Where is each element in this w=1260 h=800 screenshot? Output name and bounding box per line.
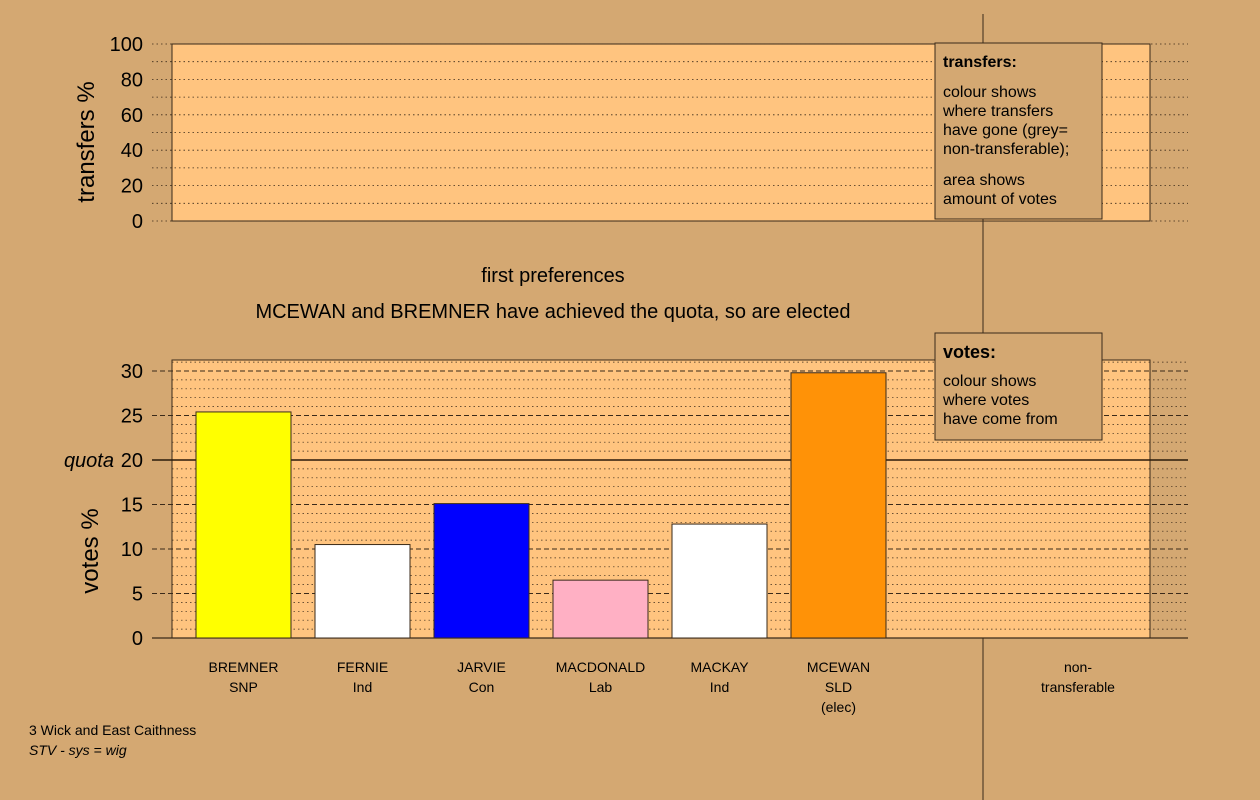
legend-line: have come from: [943, 411, 1058, 428]
votes-legend: votes: colour shows where votes have come …: [934, 332, 1103, 441]
y-tick-label: 80: [121, 69, 143, 91]
transfers-legend-title: transfers:: [943, 54, 1017, 71]
y-tick-label: 60: [121, 105, 143, 127]
candidate-name: MCEWAN: [807, 659, 870, 675]
status-text: MCEWAN and BREMNER have achieved the quo…: [255, 301, 850, 323]
bar-macdonald: [552, 579, 649, 639]
candidate-party: Ind: [710, 679, 729, 695]
non-transferable-label: non-: [1064, 659, 1092, 675]
bar-jarvie: [433, 503, 530, 639]
candidate-party: Ind: [353, 679, 372, 695]
legend-line: amount of votes: [943, 191, 1057, 208]
votes-bars: [195, 372, 887, 639]
legend-line: colour shows: [943, 373, 1036, 390]
candidate-party: Con: [469, 679, 495, 695]
legend-line: colour shows: [943, 84, 1036, 101]
legend-line: non-transferable);: [943, 141, 1069, 158]
candidate-party: SNP: [229, 679, 258, 695]
votes-y-axis-label: votes %: [77, 508, 104, 593]
legend-line: have gone (grey=: [943, 122, 1068, 139]
transfers-grid: [152, 43, 1188, 222]
y-tick-label: 5: [132, 584, 143, 606]
legend-line: where transfers: [942, 103, 1053, 120]
y-tick-label: 30: [121, 361, 143, 383]
transfers-legend: transfers: colour shows where transfers ha…: [934, 42, 1103, 220]
bar-bremner: [195, 411, 292, 639]
votes-legend-title: votes:: [943, 342, 996, 362]
transfers-y-ticks: 0 20 40 60 80 100: [110, 34, 143, 233]
legend-line: area shows: [943, 172, 1025, 189]
y-tick-label: 0: [132, 628, 143, 650]
y-tick-label: 40: [121, 140, 143, 162]
bar-mcewan: [790, 372, 887, 639]
bar-fernie: [314, 544, 411, 639]
y-tick-label: 0: [132, 211, 143, 233]
candidate-name: JARVIE: [457, 659, 506, 675]
bar-mackay: [671, 523, 768, 639]
y-tick-label: 20: [121, 450, 143, 472]
candidate-name: BREMNER: [208, 659, 278, 675]
voting-system: STV - sys = wig: [29, 742, 127, 758]
constituency-name: 3 Wick and East Caithness: [29, 722, 196, 738]
y-tick-label: 100: [110, 34, 143, 56]
non-transferable-label: transferable: [1041, 679, 1115, 695]
candidate-party: Lab: [589, 679, 613, 695]
y-tick-label: 15: [121, 495, 143, 517]
candidate-note: (elec): [821, 699, 856, 715]
candidate-labels: BREMNER SNP FERNIE Ind JARVIE Con MACDONALD Lab…: [208, 659, 1115, 715]
y-tick-label: 25: [121, 406, 143, 428]
candidate-name: FERNIE: [337, 659, 388, 675]
stage-title: first preferences: [481, 265, 624, 287]
legend-line: where votes: [942, 392, 1029, 409]
y-tick-label: 20: [121, 176, 143, 198]
quota-label: quota: [64, 450, 114, 472]
y-tick-label: 10: [121, 539, 143, 561]
candidate-name: MACDONALD: [556, 659, 645, 675]
transfers-y-axis-label: transfers %: [73, 81, 100, 202]
candidate-name: MACKAY: [690, 659, 749, 675]
candidate-party: SLD: [825, 679, 852, 695]
votes-y-ticks: 0 5 10 15 20 25 30: [121, 361, 143, 650]
